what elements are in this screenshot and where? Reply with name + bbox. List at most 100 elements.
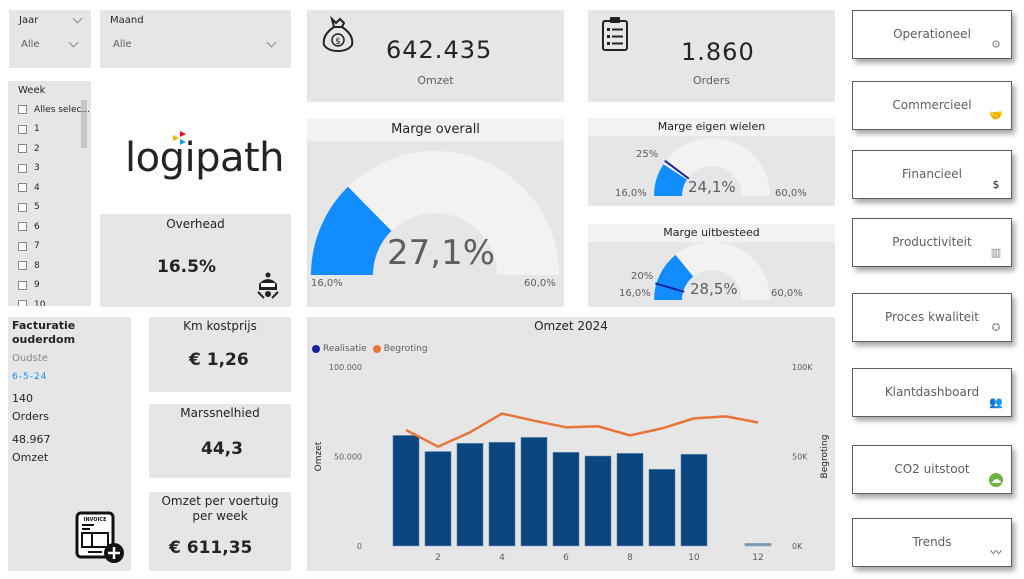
gauge-uitbesteed-target-marker (655, 282, 685, 293)
gauge-uitbesteed: 20% 28,5% 16,0% 60,0% (588, 242, 835, 307)
bar-realisatie (744, 543, 772, 547)
gauge-overall-value: 27,1% (387, 233, 496, 273)
omzet-per-voertuig-card: Omzet per voertuig per week € 611,35 (149, 492, 291, 571)
jaar-dropdown[interactable]: Alle (15, 34, 88, 56)
legend-begroting-dot (372, 345, 381, 353)
facturatie-card: Facturatie ouderdom Oudste 6-5-24 140 Or… (8, 317, 131, 571)
bar-realisatie (488, 441, 516, 547)
nav-button-co2-uitstoot[interactable]: CO2 uitstoot ☁ (852, 445, 1012, 494)
nav-button-label: Productiviteit (892, 235, 972, 249)
bar-realisatie (648, 468, 676, 547)
checkbox[interactable] (18, 300, 27, 306)
trend-icon: 〰 (990, 546, 1002, 559)
checkbox[interactable] (18, 280, 27, 290)
week-option[interactable]: 5 (18, 198, 90, 218)
checkbox[interactable] (18, 241, 27, 251)
checkbox[interactable] (18, 105, 27, 115)
gauge-uitbesteed-svg (654, 242, 770, 300)
orders-value: 1.860 (681, 38, 755, 66)
week-scrollbar[interactable] (81, 100, 87, 148)
week-option-label: 10 (34, 299, 46, 306)
gauge-eigen-title-text: Marge eigen wielen (657, 120, 766, 133)
overhead-value: 16.5% (157, 257, 216, 277)
chart-title: Omzet 2024 (534, 319, 608, 333)
nav-button-commercieel[interactable]: Commercieel 🤝 (852, 81, 1012, 130)
maand-slicer: Maand Alle (100, 10, 291, 68)
nav-button-klantdashboard[interactable]: Klantdashboard 👥 (852, 368, 1012, 417)
week-option-label: 8 (34, 260, 40, 271)
overhead-icon (257, 272, 279, 299)
gauge-overall-svg (311, 151, 559, 275)
checkbox[interactable] (18, 222, 27, 232)
bar-realisatie (584, 455, 612, 547)
legend-realisatie[interactable]: Realisatie (323, 344, 367, 354)
week-option[interactable]: 8 (18, 256, 90, 276)
oudste-label: Oudste (12, 353, 48, 364)
checkbox[interactable] (18, 124, 27, 134)
nav-button-financieel[interactable]: Financieel $ (852, 150, 1012, 199)
money-bag-icon: $ (322, 15, 354, 53)
week-option[interactable]: 4 (18, 178, 90, 198)
nav-button-label: Financieel (902, 167, 962, 181)
y-tick-label: 0 (357, 542, 362, 551)
y2-tick-label: 0K (792, 542, 803, 551)
jaar-value: Alle (21, 39, 40, 50)
people-icon: 👥 (989, 396, 1003, 409)
gauge-overall-min: 16,0% (311, 278, 343, 289)
week-option-label: 5 (34, 202, 40, 213)
week-option[interactable]: 10 (18, 295, 90, 306)
y2-tick-label: 50K (792, 453, 808, 462)
productivity-icon: ▥ (990, 246, 1002, 259)
invoice-add-icon: INVOICE (75, 511, 124, 563)
omzet-card: $ 642.435 Omzet (307, 10, 564, 102)
omzet-per-voertuig-value: € 611,35 (169, 538, 253, 558)
chart-plot: 0 50.000 100.000 0K 50K 100K Omzet Begroting 2 4 6… (314, 363, 830, 563)
gauge-eigen-max: 60,0% (775, 188, 807, 199)
gauge-uitbesteed-title: Marge uitbesteed (588, 224, 835, 242)
chevron-down-icon (68, 37, 79, 48)
nav-button-trends[interactable]: Trends 〰 (852, 518, 1012, 567)
y-tick-label: 100.000 (329, 363, 362, 372)
money-bag-icon: $ (992, 178, 1000, 191)
nav-button-proces-kwaliteit[interactable]: Proces kwaliteit ✪ (852, 293, 1012, 342)
legend-begroting[interactable]: Begroting (383, 344, 428, 354)
maand-dropdown[interactable]: Alle (108, 34, 283, 56)
gauge-uitbesteed-title-text: Marge uitbesteed (663, 226, 760, 239)
week-option[interactable]: 3 (18, 159, 90, 179)
nav-button-operationeel[interactable]: Operationeel ⚙ (852, 10, 1012, 59)
week-option-label: 2 (34, 143, 40, 154)
gauge-eigen-target-marker (664, 159, 690, 180)
gauge-eigen-target: 25% (636, 149, 659, 160)
nav-button-label: Trends (912, 535, 952, 549)
nav-button-productiviteit[interactable]: Productiviteit ▥ (852, 218, 1012, 267)
checkbox[interactable] (18, 261, 27, 271)
gear-icon: ⚙ (991, 38, 1001, 51)
week-option[interactable]: 2 (18, 139, 90, 159)
km-kostprijs-label: Km kostprijs (183, 319, 257, 333)
gauge-uitbesteed-max: 60,0% (771, 288, 803, 299)
chart-legend: Realisatie Begroting (312, 344, 428, 354)
marssnelhied-label: Marssnelhied (180, 406, 260, 420)
checkbox[interactable] (18, 183, 27, 193)
cloud-icon: ☁ (989, 473, 1003, 487)
checkbox[interactable] (18, 163, 27, 173)
gauge-uitbesteed-target: 20% (631, 271, 654, 282)
checkbox[interactable] (18, 144, 27, 154)
nav-button-label: CO2 uitstoot (894, 462, 970, 476)
bar-realisatie (456, 443, 484, 547)
week-option[interactable]: 1 (18, 120, 90, 140)
week-option-label: 7 (34, 241, 40, 252)
logo-text: logipath (125, 135, 285, 181)
facturatie-omzet-label: Omzet (12, 451, 49, 464)
y2-tick-label: 100K (792, 363, 813, 372)
week-option[interactable]: 9 (18, 276, 90, 296)
week-option[interactable]: 7 (18, 237, 90, 257)
bar-realisatie (552, 451, 580, 547)
week-option[interactable]: 6 (18, 217, 90, 237)
chevron-down-icon[interactable] (72, 13, 83, 24)
omzet-per-voertuig-label-1: Omzet per voertuig (161, 494, 279, 508)
week-option[interactable]: Alles selec... (18, 100, 90, 120)
checkbox[interactable] (18, 202, 27, 212)
facturatie-orders-value: 140 (12, 392, 33, 405)
y-tick-label: 50.000 (334, 453, 362, 462)
